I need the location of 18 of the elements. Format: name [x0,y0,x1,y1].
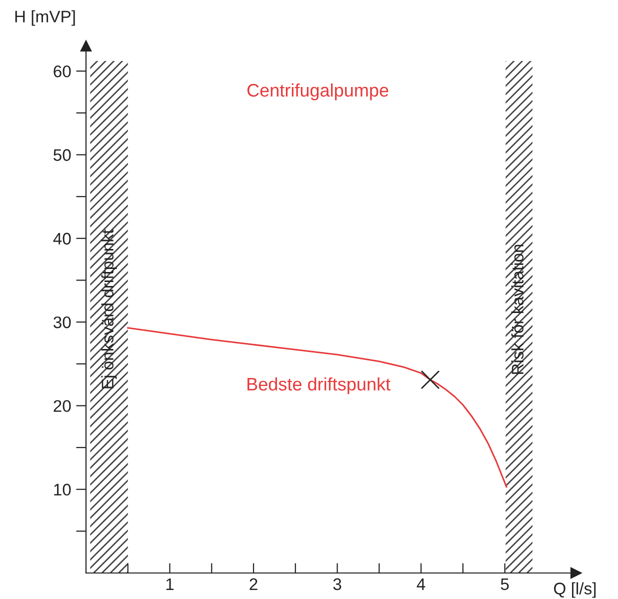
x-tick-label: 4 [416,578,426,590]
y-tick-label: 30 [54,316,71,328]
y-tick-label: 20 [54,400,71,412]
y-axis-title: H [mVP] [15,10,75,26]
band-label: Ej önksvärd driftpunkt [101,229,117,388]
x-axis-title: Q [l/s] [554,582,596,598]
y-tick-label: 40 [53,232,71,245]
x-tick-label: 2 [250,578,258,590]
x-tick-label: 5 [500,578,509,590]
y-tick-label: 60 [54,65,71,78]
x-tick-label: 1 [166,578,174,590]
x-tick-label: 3 [333,578,342,590]
annotation: Bedste driftspunkt [248,377,390,394]
y-tick-label: 50 [54,149,71,161]
band-label: Risk för kavitation [511,244,524,374]
line-series [127,327,508,488]
annotation: Centrifugalpumpe [247,83,388,100]
y-tick-label: 10 [54,484,71,496]
